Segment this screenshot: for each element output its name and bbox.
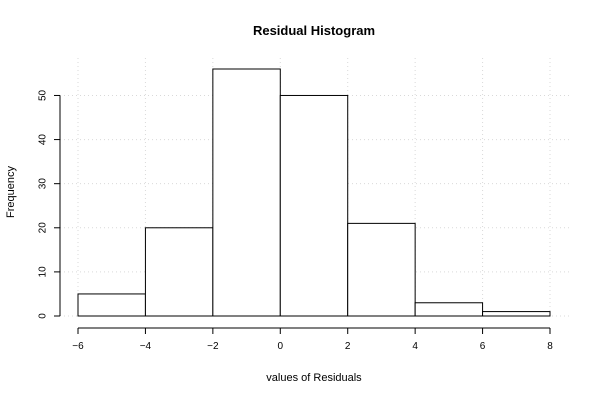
y-tick-label-5: 50 [38,89,49,101]
x-axis-label: values of Residuals [266,372,362,384]
histogram-bar-5 [414,302,484,317]
y-tick-label-3: 30 [38,178,49,190]
histogram-bar-3 [279,94,349,317]
x-tick-label-3: 0 [278,341,284,352]
histogram-bar-1 [144,227,214,317]
x-tick-label-5: 4 [412,341,418,352]
y-tick-label-1: 10 [38,266,49,278]
x-tick-label-6: 6 [480,341,486,352]
chart-title: Residual Histogram [253,23,375,38]
y-tick-label-2: 20 [38,222,49,234]
y-axis: 0 10 20 30 40 50 [38,89,61,319]
histogram-bar-2 [212,68,281,317]
bars-layer [77,68,551,317]
histogram-bar-0 [77,293,146,317]
x-tick-label-2: −2 [207,341,219,352]
y-tick-label-0: 0 [38,313,49,319]
x-axis: −6 −4 −2 0 2 4 6 8 [72,327,553,352]
x-tick-label-0: −6 [72,341,84,352]
x-tick-label-1: −4 [140,341,152,352]
y-tick-label-4: 40 [38,134,49,146]
x-tick-label-7: 8 [547,341,553,352]
y-axis-label: Frequency [5,166,17,218]
x-tick-label-4: 2 [345,341,351,352]
histogram-bar-6 [482,311,551,317]
histogram-bar-4 [347,222,416,317]
